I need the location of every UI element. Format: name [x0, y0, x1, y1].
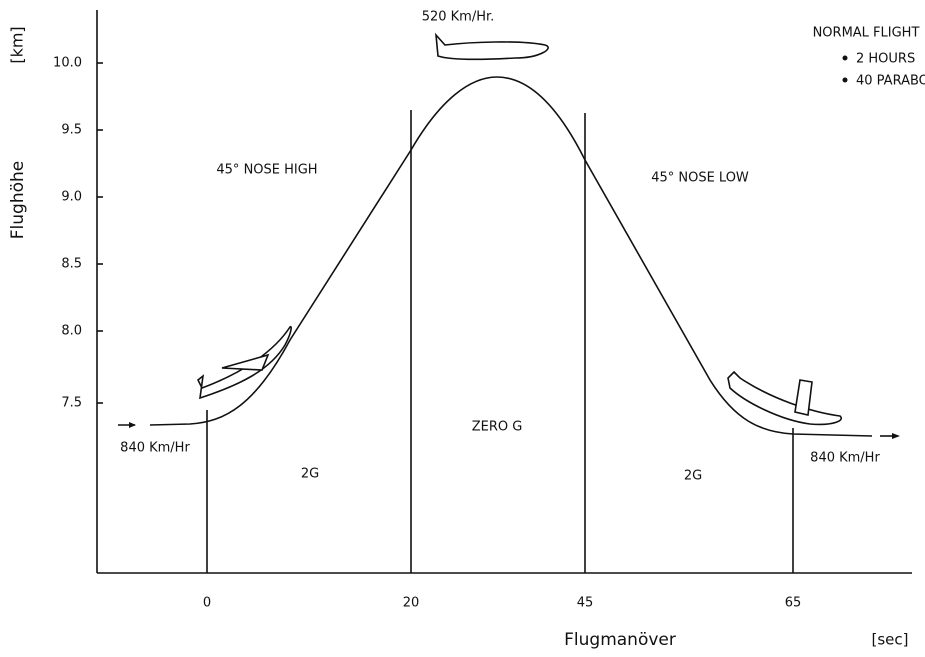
bullet — [842, 77, 848, 83]
x-tick-label: 0 — [203, 596, 211, 611]
legend-item: 2 HOURS — [856, 52, 915, 67]
annotation: 520 Km/Hr. — [422, 10, 495, 25]
annotation: 45° NOSE HIGH — [216, 163, 317, 178]
y-label: Flughöhe — [8, 161, 28, 239]
x-label: Flugmanöver — [564, 630, 676, 650]
plane-down — [727, 370, 842, 426]
x-unit: [sec] — [872, 631, 909, 649]
annotation: 2G — [301, 467, 319, 482]
arrow-head — [892, 433, 900, 439]
x-tick-label: 65 — [785, 596, 802, 611]
x-tick-label: 45 — [577, 596, 594, 611]
y-tick-label: 9.5 — [61, 123, 82, 138]
annotation: 45° NOSE LOW — [651, 171, 749, 186]
annotation: 840 Km/Hr — [810, 451, 880, 466]
flight-path — [149, 76, 873, 437]
y-unit: [km] — [8, 26, 27, 63]
annotation: 2G — [684, 469, 702, 484]
plane-up — [196, 325, 292, 400]
plane-top — [434, 32, 549, 61]
y-tick-label: 7.5 — [61, 396, 82, 411]
plane-wing — [794, 379, 813, 416]
annotation: 840 Km/Hr — [120, 441, 190, 456]
legend-title: NORMAL FLIGHT — [813, 26, 920, 41]
legend-item: 40 PARABOLAS — [856, 74, 925, 89]
y-tick-label: 8.0 — [61, 324, 82, 339]
y-tick-marks — [97, 62, 103, 404]
annotation: ZERO G — [472, 420, 523, 435]
y-tick-label: 10.0 — [53, 56, 82, 71]
plane-wing — [221, 353, 270, 371]
bullet — [842, 55, 848, 61]
x-tick-label: 20 — [403, 596, 420, 611]
y-tick-label: 9.0 — [61, 190, 82, 205]
y-tick-label: 8.5 — [61, 257, 82, 272]
arrow-head — [129, 422, 136, 428]
